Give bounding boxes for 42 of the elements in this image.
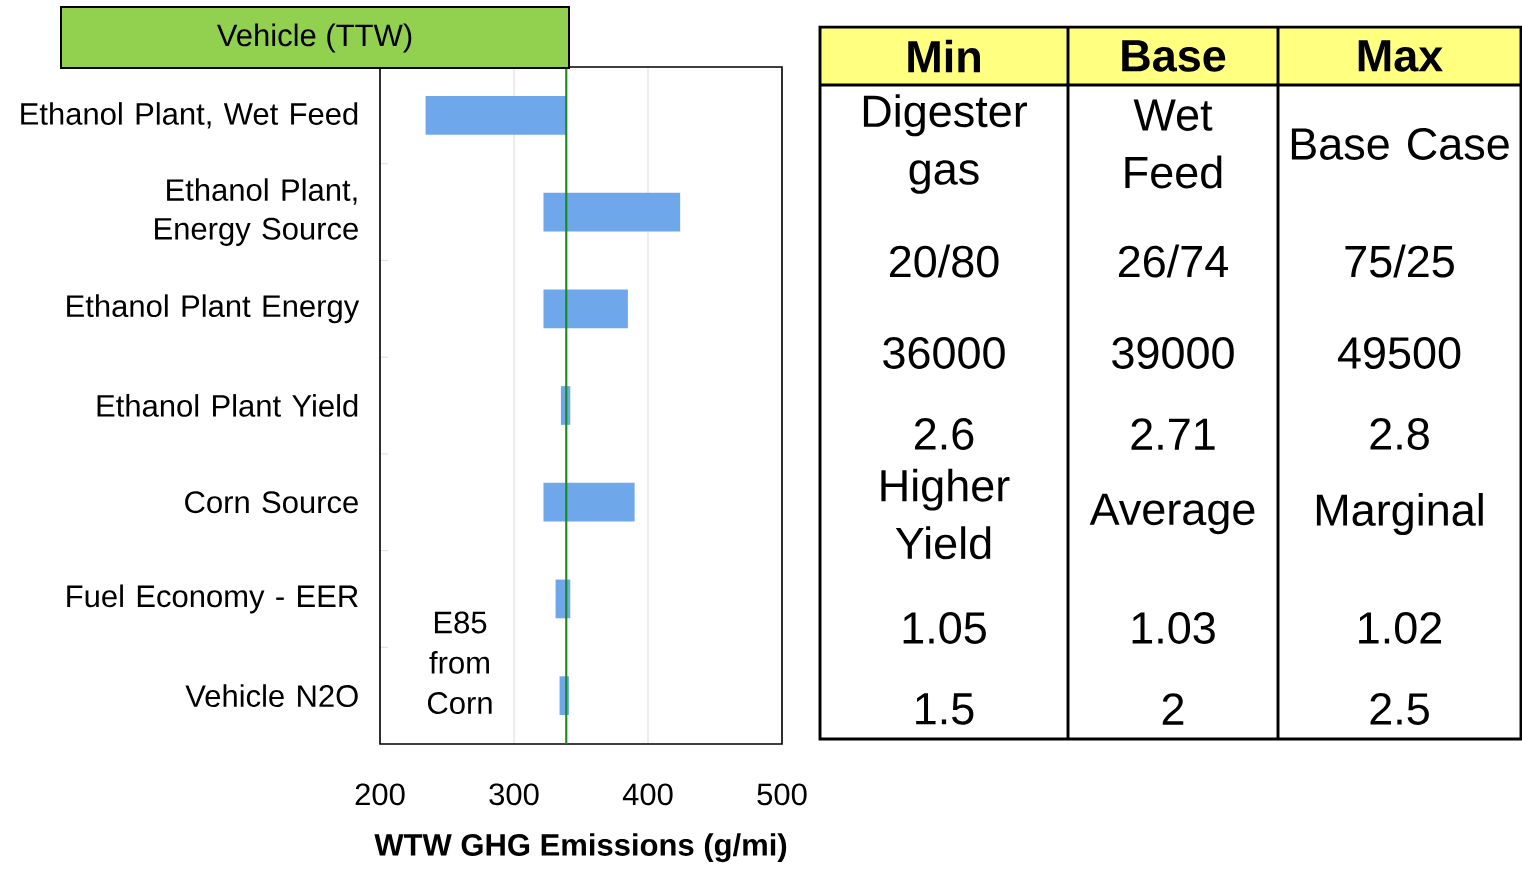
y-tick-label: Ethanol Plant, Wet Feed [21, 102, 358, 129]
x-tick-label: 400 [622, 783, 673, 806]
y-tick-label: Vehicle N2O [185, 684, 358, 708]
bar [425, 96, 567, 135]
chart-title: Vehicle (TTW) [216, 23, 412, 53]
text: 2.71 [1131, 418, 1215, 450]
text: 1.02 [1359, 612, 1442, 644]
text: 1.05 [903, 612, 986, 644]
text: Base Case [1291, 128, 1509, 160]
category-label: Base [1122, 40, 1226, 72]
text: 2.5 [1370, 693, 1429, 725]
text: 20/80 [889, 244, 999, 278]
y-tick-label: Ethanol Plant Yield [97, 394, 358, 417]
text: Digester gas [863, 94, 1028, 194]
y-tick-label: Corn Source [185, 491, 358, 514]
text: Higher Yield [881, 468, 1010, 560]
text: Wet Feed [1125, 99, 1222, 189]
text: 1.5 [916, 693, 974, 725]
y-tick-label: Ethanol Plant Energy [67, 294, 360, 324]
text: 75/25 [1345, 244, 1454, 278]
text: 39000 [1112, 337, 1234, 369]
bar [543, 289, 628, 329]
text: 2.6 [914, 418, 974, 450]
x-tick-label: 200 [355, 783, 405, 806]
text: 36000 [883, 337, 1005, 369]
y-tick-label: Ethanol Plant, Energy Source [155, 178, 358, 246]
text: Marginal [1316, 493, 1483, 535]
text: Average [1089, 493, 1255, 535]
bar [543, 482, 635, 522]
annotation: E85 from Corn [427, 611, 492, 715]
text: 49500 [1337, 337, 1461, 369]
text: 2 [1162, 693, 1184, 725]
x-tick-label: 500 [757, 783, 807, 806]
text: 2.8 [1370, 418, 1429, 450]
category-label: Min [908, 39, 980, 73]
bar [543, 192, 681, 232]
x-tick-label: 300 [489, 783, 539, 806]
category-label: Max [1358, 40, 1443, 72]
text: 26/74 [1118, 244, 1228, 278]
y-tick-label: Fuel Economy - EER [67, 584, 358, 614]
x-axis-title: WTW GHG Emissions (g/mi) [374, 833, 787, 863]
text: 1.03 [1132, 612, 1215, 644]
